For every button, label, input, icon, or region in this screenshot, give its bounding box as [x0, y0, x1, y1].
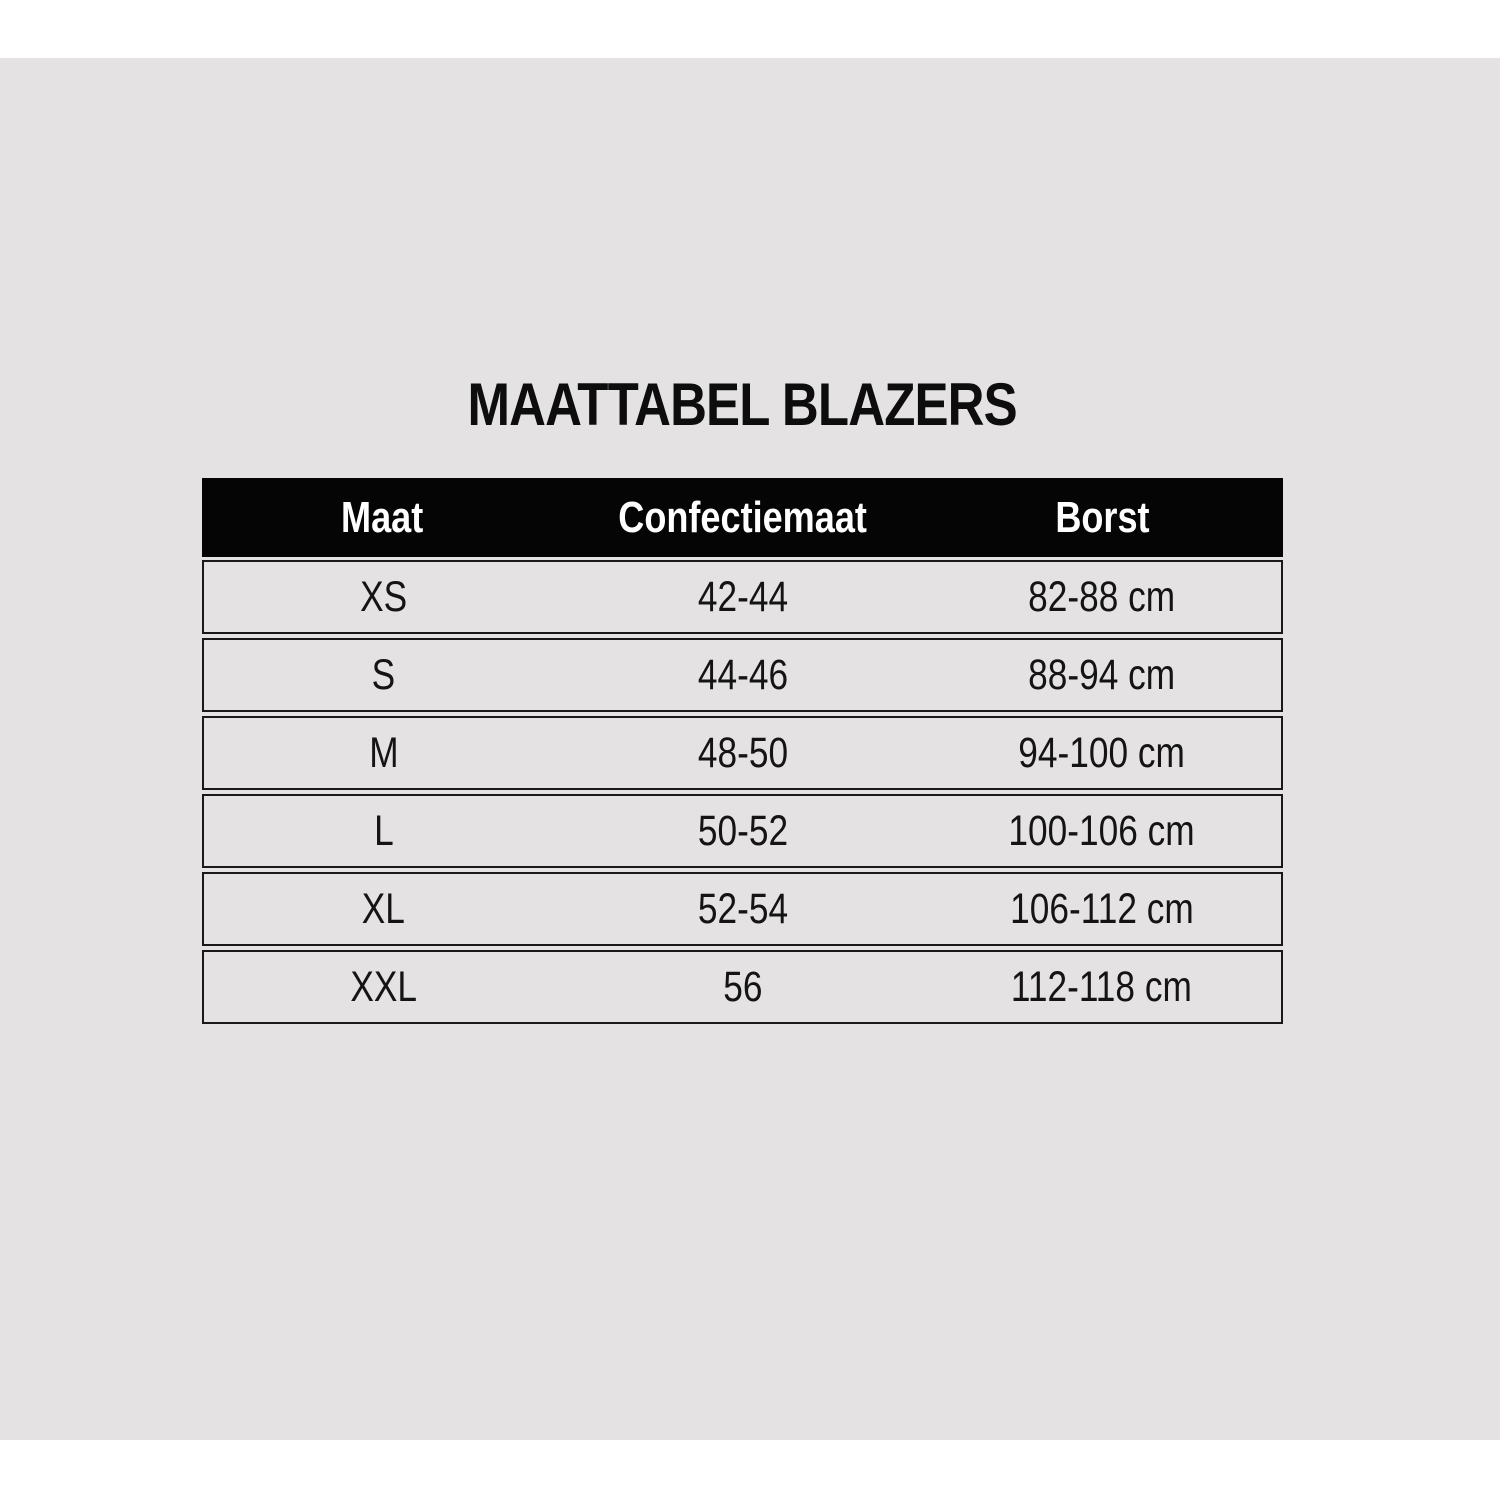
cell-borst: 106-112 cm — [922, 885, 1281, 934]
table-row-xxl: XXL 56 112-118 cm — [202, 950, 1283, 1024]
cell-maat-value: L — [373, 806, 394, 855]
cell-confectiemaat: 50-52 — [563, 807, 922, 856]
column-header-maat: Maat — [202, 493, 562, 543]
gray-panel: MAATTABEL BLAZERS Maat Confectiemaat Bor… — [0, 58, 1500, 1440]
cell-maat-value: S — [371, 650, 396, 699]
cell-borst-value: 100-106 cm — [1008, 806, 1195, 855]
cell-maat-value: XXL — [350, 962, 417, 1011]
cell-confectiemaat-value: 56 — [722, 962, 763, 1011]
cell-borst: 82-88 cm — [922, 573, 1281, 622]
column-header-confectiemaat-label: Confectiemaat — [618, 492, 867, 542]
cell-borst-value: 94-100 cm — [1018, 728, 1185, 777]
cell-confectiemaat: 42-44 — [563, 573, 922, 622]
table-row-m: M 48-50 94-100 cm — [202, 716, 1283, 790]
cell-maat-value: XL — [361, 884, 406, 933]
cell-maat: S — [204, 651, 563, 700]
cell-confectiemaat-value: 48-50 — [697, 728, 788, 777]
table-row-xl: XL 52-54 106-112 cm — [202, 872, 1283, 946]
cell-maat: XXL — [204, 963, 563, 1012]
cell-confectiemaat-value: 50-52 — [697, 806, 788, 855]
cell-borst-value: 112-118 cm — [1011, 962, 1192, 1011]
cell-borst: 112-118 cm — [922, 963, 1281, 1012]
cell-borst: 94-100 cm — [922, 729, 1281, 778]
cell-confectiemaat: 44-46 — [563, 651, 922, 700]
page-title-text: MAATTABEL BLAZERS — [467, 371, 1018, 438]
cell-borst-value: 106-112 cm — [1009, 884, 1194, 933]
table-row-l: L 50-52 100-106 cm — [202, 794, 1283, 868]
cell-maat: XL — [204, 885, 563, 934]
cell-confectiemaat-value: 52-54 — [697, 884, 788, 933]
page-title: MAATTABEL BLAZERS — [202, 372, 1283, 438]
cell-confectiemaat-value: 44-46 — [697, 650, 788, 699]
cell-maat: XS — [204, 573, 563, 622]
cell-maat-value: XS — [359, 572, 408, 621]
cell-maat-value: M — [368, 728, 399, 777]
table-row-xs: XS 42-44 82-88 cm — [202, 560, 1283, 634]
column-header-borst: Borst — [923, 493, 1283, 543]
cell-confectiemaat-value: 42-44 — [697, 572, 788, 621]
column-header-confectiemaat: Confectiemaat — [562, 493, 922, 543]
table-header-row: Maat Confectiemaat Borst — [202, 478, 1283, 557]
cell-confectiemaat: 52-54 — [563, 885, 922, 934]
cell-confectiemaat: 48-50 — [563, 729, 922, 778]
cell-borst-value: 88-94 cm — [1028, 650, 1175, 699]
cell-confectiemaat: 56 — [563, 963, 922, 1012]
cell-maat: L — [204, 807, 563, 856]
size-table: Maat Confectiemaat Borst XS 42-44 82-88 … — [202, 478, 1283, 1028]
cell-borst-value: 82-88 cm — [1028, 572, 1175, 621]
column-header-maat-label: Maat — [341, 492, 424, 542]
column-header-borst-label: Borst — [1055, 492, 1150, 542]
table-row-s: S 44-46 88-94 cm — [202, 638, 1283, 712]
cell-borst: 100-106 cm — [922, 807, 1281, 856]
cell-maat: M — [204, 729, 563, 778]
cell-borst: 88-94 cm — [922, 651, 1281, 700]
